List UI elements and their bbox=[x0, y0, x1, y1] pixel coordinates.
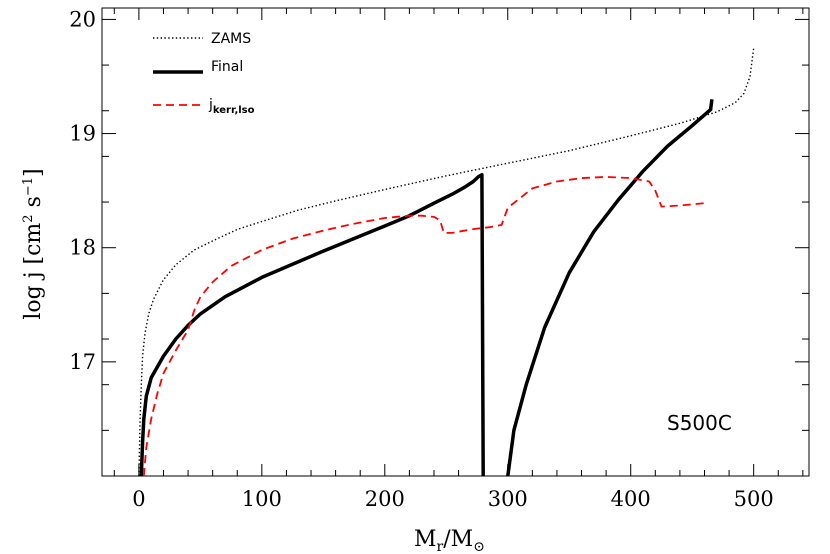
x-tick-label: 0 bbox=[132, 487, 145, 511]
y-tick-label: 18 bbox=[69, 236, 96, 260]
y-axis-title: log j [cm2 s−1] bbox=[21, 168, 46, 319]
model-annotation: S500C bbox=[667, 411, 732, 435]
x-tick-label: 100 bbox=[242, 487, 282, 511]
series-line-final-1 bbox=[506, 99, 714, 477]
y-tick-label: 17 bbox=[69, 350, 96, 374]
legend: ZAMS Final jkerr,lso bbox=[153, 31, 255, 116]
y-tick-label: 19 bbox=[69, 122, 96, 146]
legend-label-zams: ZAMS bbox=[211, 31, 251, 47]
y-tick-label: 20 bbox=[69, 7, 96, 31]
legend-label-jkerr: jkerr,lso bbox=[208, 97, 255, 116]
plot-frame bbox=[101, 7, 810, 477]
tick-labels: 0 100 200 300 400 500 17 18 19 20 bbox=[69, 7, 773, 511]
legend-label-final: Final bbox=[211, 59, 243, 75]
x-tick-label: 500 bbox=[734, 487, 774, 511]
series-line-jkerr-0 bbox=[142, 176, 705, 477]
x-tick-label: 300 bbox=[488, 487, 528, 511]
axis-ticks bbox=[102, 8, 809, 476]
legend-label-jkerr-sub: kerr,lso bbox=[213, 105, 255, 116]
x-tick-label: 200 bbox=[365, 487, 405, 511]
x-axis-title: Mr/M⊙ bbox=[414, 527, 485, 554]
series-layer bbox=[138, 47, 755, 477]
series-line-final-0 bbox=[139, 172, 485, 477]
x-tick-label: 400 bbox=[611, 487, 651, 511]
series-line-zams-0 bbox=[138, 47, 755, 477]
